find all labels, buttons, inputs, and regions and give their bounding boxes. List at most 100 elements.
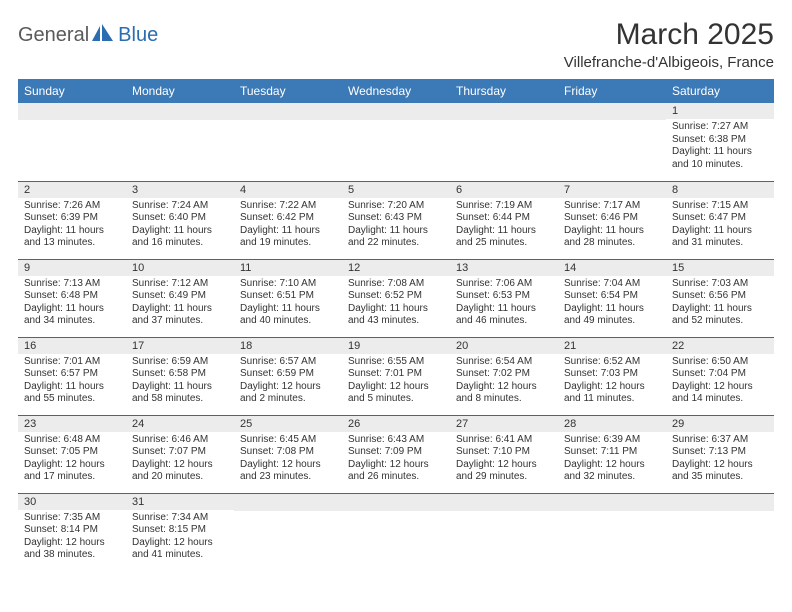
- calendar-day-cell: 8Sunrise: 7:15 AMSunset: 6:47 PMDaylight…: [666, 181, 774, 259]
- calendar-day-cell: [558, 493, 666, 571]
- day-number: 11: [234, 260, 342, 276]
- day-number: 18: [234, 338, 342, 354]
- calendar-week-row: 9Sunrise: 7:13 AMSunset: 6:48 PMDaylight…: [18, 259, 774, 337]
- calendar-day-cell: 14Sunrise: 7:04 AMSunset: 6:54 PMDayligh…: [558, 259, 666, 337]
- calendar-day-cell: 31Sunrise: 7:34 AMSunset: 8:15 PMDayligh…: [126, 493, 234, 571]
- day-number: 13: [450, 260, 558, 276]
- calendar-day-cell: 21Sunrise: 6:52 AMSunset: 7:03 PMDayligh…: [558, 337, 666, 415]
- weekday-header: Thursday: [450, 79, 558, 103]
- calendar-day-cell: [342, 103, 450, 181]
- calendar-day-cell: 4Sunrise: 7:22 AMSunset: 6:42 PMDaylight…: [234, 181, 342, 259]
- day-number: 28: [558, 416, 666, 432]
- calendar-day-cell: 2Sunrise: 7:26 AMSunset: 6:39 PMDaylight…: [18, 181, 126, 259]
- calendar-day-cell: 18Sunrise: 6:57 AMSunset: 6:59 PMDayligh…: [234, 337, 342, 415]
- day-number: 7: [558, 182, 666, 198]
- calendar-day-cell: [234, 103, 342, 181]
- calendar-day-cell: 24Sunrise: 6:46 AMSunset: 7:07 PMDayligh…: [126, 415, 234, 493]
- day-details: Sunrise: 7:17 AMSunset: 6:46 PMDaylight:…: [558, 198, 666, 254]
- day-details: Sunrise: 6:46 AMSunset: 7:07 PMDaylight:…: [126, 432, 234, 488]
- day-number: 25: [234, 416, 342, 432]
- day-number: 30: [18, 494, 126, 510]
- day-details: Sunrise: 7:15 AMSunset: 6:47 PMDaylight:…: [666, 198, 774, 254]
- calendar-day-cell: 28Sunrise: 6:39 AMSunset: 7:11 PMDayligh…: [558, 415, 666, 493]
- day-number-blank: [666, 494, 774, 511]
- calendar-day-cell: 20Sunrise: 6:54 AMSunset: 7:02 PMDayligh…: [450, 337, 558, 415]
- weekday-header: Monday: [126, 79, 234, 103]
- day-number: 6: [450, 182, 558, 198]
- day-number: 9: [18, 260, 126, 276]
- day-details: Sunrise: 6:52 AMSunset: 7:03 PMDaylight:…: [558, 354, 666, 410]
- day-details: Sunrise: 7:34 AMSunset: 8:15 PMDaylight:…: [126, 510, 234, 566]
- calendar-week-row: 23Sunrise: 6:48 AMSunset: 7:05 PMDayligh…: [18, 415, 774, 493]
- day-details: Sunrise: 6:54 AMSunset: 7:02 PMDaylight:…: [450, 354, 558, 410]
- day-number: 19: [342, 338, 450, 354]
- calendar-page: General Blue March 2025 Villefranche-d'A…: [0, 0, 792, 581]
- day-details: Sunrise: 7:20 AMSunset: 6:43 PMDaylight:…: [342, 198, 450, 254]
- day-number: 22: [666, 338, 774, 354]
- calendar-day-cell: 17Sunrise: 6:59 AMSunset: 6:58 PMDayligh…: [126, 337, 234, 415]
- day-details: Sunrise: 6:45 AMSunset: 7:08 PMDaylight:…: [234, 432, 342, 488]
- day-number: 14: [558, 260, 666, 276]
- day-number: 10: [126, 260, 234, 276]
- calendar-day-cell: [558, 103, 666, 181]
- day-number: 17: [126, 338, 234, 354]
- day-details: Sunrise: 7:35 AMSunset: 8:14 PMDaylight:…: [18, 510, 126, 566]
- calendar-day-cell: 9Sunrise: 7:13 AMSunset: 6:48 PMDaylight…: [18, 259, 126, 337]
- day-details: Sunrise: 6:48 AMSunset: 7:05 PMDaylight:…: [18, 432, 126, 488]
- day-details: Sunrise: 7:08 AMSunset: 6:52 PMDaylight:…: [342, 276, 450, 332]
- calendar-day-cell: 6Sunrise: 7:19 AMSunset: 6:44 PMDaylight…: [450, 181, 558, 259]
- month-title: March 2025: [564, 18, 774, 52]
- day-number-blank: [558, 103, 666, 120]
- day-number: 12: [342, 260, 450, 276]
- weekday-header: Tuesday: [234, 79, 342, 103]
- day-number: 5: [342, 182, 450, 198]
- day-details: Sunrise: 6:43 AMSunset: 7:09 PMDaylight:…: [342, 432, 450, 488]
- logo: General Blue: [18, 24, 158, 47]
- day-number: 3: [126, 182, 234, 198]
- day-number: 24: [126, 416, 234, 432]
- weekday-header-row: Sunday Monday Tuesday Wednesday Thursday…: [18, 79, 774, 103]
- calendar-day-cell: [18, 103, 126, 181]
- weekday-header: Friday: [558, 79, 666, 103]
- day-number: 23: [18, 416, 126, 432]
- day-details: Sunrise: 7:12 AMSunset: 6:49 PMDaylight:…: [126, 276, 234, 332]
- day-details: Sunrise: 7:04 AMSunset: 6:54 PMDaylight:…: [558, 276, 666, 332]
- day-details: Sunrise: 6:50 AMSunset: 7:04 PMDaylight:…: [666, 354, 774, 410]
- day-details: Sunrise: 6:55 AMSunset: 7:01 PMDaylight:…: [342, 354, 450, 410]
- day-details: Sunrise: 6:57 AMSunset: 6:59 PMDaylight:…: [234, 354, 342, 410]
- calendar-day-cell: 10Sunrise: 7:12 AMSunset: 6:49 PMDayligh…: [126, 259, 234, 337]
- calendar-day-cell: [234, 493, 342, 571]
- day-details: Sunrise: 7:26 AMSunset: 6:39 PMDaylight:…: [18, 198, 126, 254]
- logo-sail-icon: [92, 24, 114, 47]
- day-number-blank: [450, 103, 558, 120]
- day-number-blank: [234, 494, 342, 511]
- weekday-header: Saturday: [666, 79, 774, 103]
- page-header: General Blue March 2025 Villefranche-d'A…: [18, 18, 774, 71]
- day-details: Sunrise: 7:19 AMSunset: 6:44 PMDaylight:…: [450, 198, 558, 254]
- calendar-table: Sunday Monday Tuesday Wednesday Thursday…: [18, 79, 774, 571]
- calendar-day-cell: 1Sunrise: 7:27 AMSunset: 6:38 PMDaylight…: [666, 103, 774, 181]
- calendar-day-cell: [450, 103, 558, 181]
- day-details: Sunrise: 6:59 AMSunset: 6:58 PMDaylight:…: [126, 354, 234, 410]
- calendar-week-row: 1Sunrise: 7:27 AMSunset: 6:38 PMDaylight…: [18, 103, 774, 181]
- calendar-day-cell: 19Sunrise: 6:55 AMSunset: 7:01 PMDayligh…: [342, 337, 450, 415]
- calendar-day-cell: 23Sunrise: 6:48 AMSunset: 7:05 PMDayligh…: [18, 415, 126, 493]
- day-details: Sunrise: 7:27 AMSunset: 6:38 PMDaylight:…: [666, 119, 774, 175]
- calendar-day-cell: [342, 493, 450, 571]
- calendar-day-cell: 16Sunrise: 7:01 AMSunset: 6:57 PMDayligh…: [18, 337, 126, 415]
- calendar-day-cell: 3Sunrise: 7:24 AMSunset: 6:40 PMDaylight…: [126, 181, 234, 259]
- calendar-day-cell: 7Sunrise: 7:17 AMSunset: 6:46 PMDaylight…: [558, 181, 666, 259]
- calendar-day-cell: 15Sunrise: 7:03 AMSunset: 6:56 PMDayligh…: [666, 259, 774, 337]
- day-number-blank: [558, 494, 666, 511]
- day-number: 21: [558, 338, 666, 354]
- location-text: Villefranche-d'Albigeois, France: [564, 54, 774, 71]
- day-number: 16: [18, 338, 126, 354]
- calendar-day-cell: 26Sunrise: 6:43 AMSunset: 7:09 PMDayligh…: [342, 415, 450, 493]
- day-number-blank: [18, 103, 126, 120]
- logo-text-blue: Blue: [118, 24, 158, 47]
- day-details: Sunrise: 7:22 AMSunset: 6:42 PMDaylight:…: [234, 198, 342, 254]
- day-details: Sunrise: 6:37 AMSunset: 7:13 PMDaylight:…: [666, 432, 774, 488]
- day-details: Sunrise: 7:13 AMSunset: 6:48 PMDaylight:…: [18, 276, 126, 332]
- calendar-day-cell: 5Sunrise: 7:20 AMSunset: 6:43 PMDaylight…: [342, 181, 450, 259]
- calendar-day-cell: 29Sunrise: 6:37 AMSunset: 7:13 PMDayligh…: [666, 415, 774, 493]
